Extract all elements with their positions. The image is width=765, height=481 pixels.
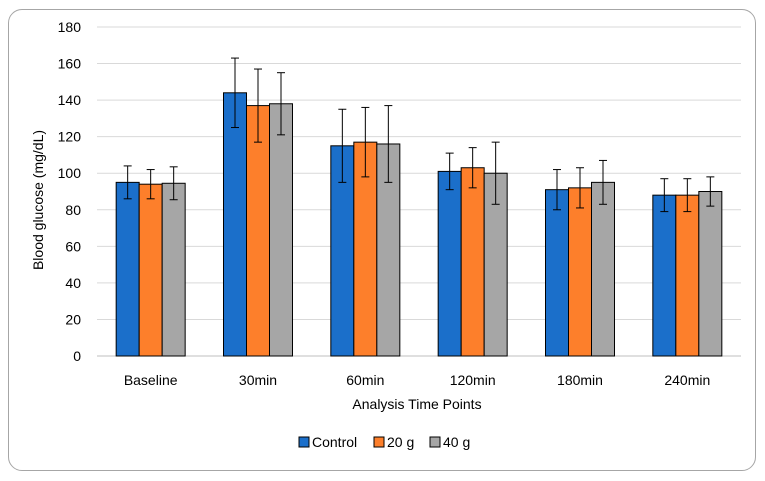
y-tick-label: 180 [58, 19, 82, 35]
error-bar [231, 57, 239, 129]
error-bar [660, 178, 669, 213]
bar-40-g-180min [591, 181, 615, 357]
y-tick-label: 60 [65, 238, 81, 254]
tick-labels: 0 20 40 60 80 100 120 140 160 180 Baseline 30min 60m… [58, 19, 711, 388]
x-tick-label: Baseline [124, 372, 178, 388]
y-tick-label: 140 [58, 92, 82, 108]
bar-20-g-30min [246, 105, 270, 357]
y-tick-label: 80 [65, 202, 81, 218]
legend-swatch [298, 436, 310, 448]
bar-40-g-30min [269, 103, 293, 357]
bar-control-180min [545, 189, 569, 357]
bar-20-g-baseline [138, 183, 163, 357]
y-tick-label: 40 [65, 275, 81, 291]
error-bar [123, 165, 132, 200]
error-bar [683, 178, 692, 213]
y-axis-title: Blood glucose (mg/dL) [30, 130, 46, 270]
x-tick-label: 60min [346, 372, 384, 388]
legend-swatch [429, 436, 441, 448]
error-bar [553, 169, 561, 211]
y-tick-label: 20 [65, 311, 81, 327]
error-bar [146, 169, 155, 200]
y-tick-label: 0 [73, 348, 81, 364]
bars [115, 92, 723, 357]
y-tick-label: 160 [58, 56, 82, 72]
error-bars [123, 57, 715, 213]
legend-item-40-g: 40 g [429, 434, 470, 450]
legend-label: 20 g [387, 434, 414, 450]
error-bar [706, 176, 715, 207]
y-tick-label: 120 [58, 129, 82, 145]
legend-item-control: Control [298, 434, 357, 450]
x-tick-label: 120min [450, 372, 496, 388]
legend-label: Control [312, 434, 357, 450]
bar-control-240min [652, 194, 677, 357]
error-bar [599, 159, 607, 205]
bar-40-g-240min [698, 191, 723, 357]
x-tick-label: 240min [664, 372, 710, 388]
bar-20-g-240min [675, 194, 700, 357]
error-bar [338, 108, 347, 183]
legend-item-20-g: 20 g [373, 434, 414, 450]
error-bar [384, 105, 393, 183]
error-bar [254, 68, 262, 143]
error-bar [277, 72, 285, 136]
error-bar [576, 167, 584, 209]
bar-control-baseline [115, 181, 140, 357]
y-tick-label: 100 [58, 165, 82, 181]
legend-swatch [373, 436, 385, 448]
bar-20-g-120min [460, 167, 485, 357]
error-bar [169, 166, 178, 201]
x-axis-title: Analysis Time Points [352, 396, 481, 412]
error-bar [491, 141, 500, 205]
error-bar [468, 147, 477, 189]
bar-control-30min [223, 92, 247, 357]
error-bar [445, 152, 454, 191]
bar-control-120min [437, 170, 462, 357]
legend: Control 20 g 40 g [298, 434, 470, 450]
legend-label: 40 g [443, 434, 470, 450]
x-tick-label: 180min [557, 372, 603, 388]
bar-40-g-baseline [161, 182, 186, 357]
x-tick-label: 30min [239, 372, 277, 388]
error-bar [361, 106, 370, 178]
bar-20-g-180min [568, 187, 592, 357]
gridlines [97, 26, 741, 320]
